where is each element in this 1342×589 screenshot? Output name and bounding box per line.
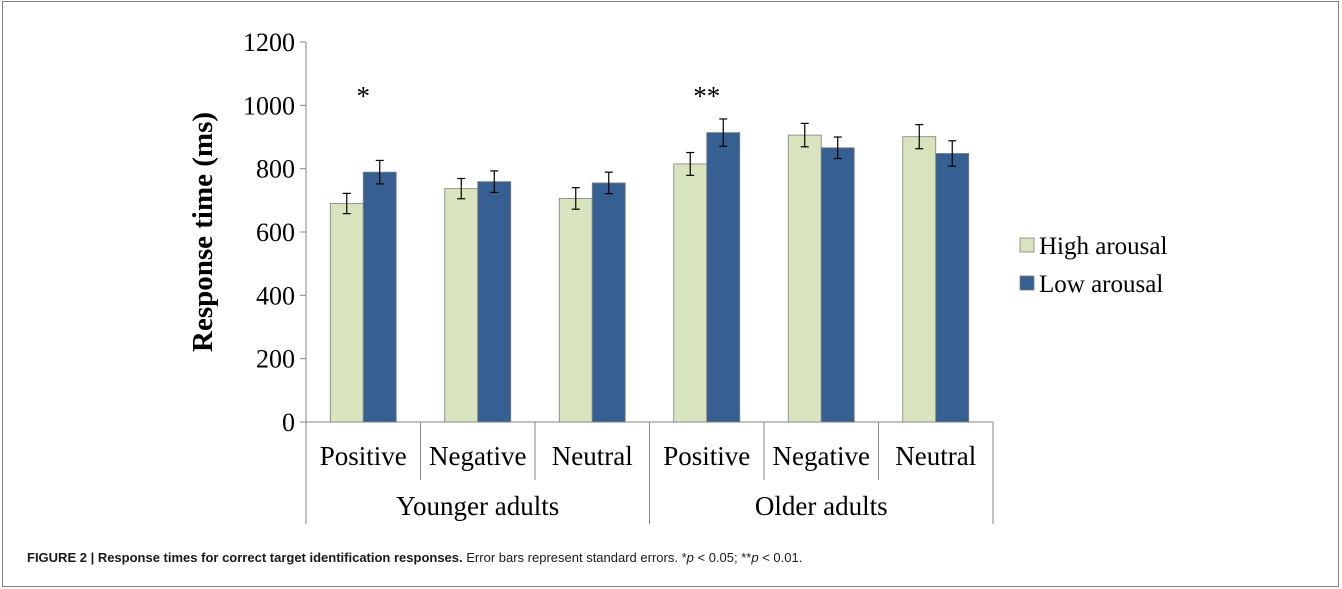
bar-low-arousal (477, 181, 512, 423)
bar-low-arousal (362, 171, 397, 423)
y-tick-label: 1000 (243, 91, 295, 120)
legend-swatch (1019, 275, 1035, 291)
bar-low-arousal (591, 182, 626, 423)
caption-sig1-rest: < 0.05; (693, 550, 742, 565)
y-tick-label: 0 (282, 408, 295, 437)
caption-sig2-rest: < 0.01. (758, 550, 803, 565)
x-group-label: Older adults (755, 491, 888, 521)
bar-low-arousal (935, 153, 970, 423)
y-tick-label: 400 (256, 281, 295, 310)
bar-low-arousal (706, 132, 741, 423)
significance-marker: ** (693, 81, 720, 111)
figure-caption: FIGURE 2 | Response times for correct ta… (27, 550, 1327, 565)
y-axis-title: Response time (ms) (187, 112, 219, 352)
x-group-label: Younger adults (396, 491, 559, 521)
x-category-label: Positive (320, 441, 407, 471)
legend-swatch (1019, 237, 1035, 253)
x-category-label: Neutral (895, 441, 976, 471)
y-tick-label: 200 (256, 345, 295, 374)
x-category-label: Negative (773, 441, 870, 471)
significance-marker: * (357, 81, 371, 111)
y-tick-label: 1200 (243, 28, 295, 57)
caption-sig1-var: p (686, 550, 694, 565)
bar-low-arousal (820, 147, 855, 423)
legend-label: High arousal (1039, 233, 1167, 260)
bar-high-arousal (558, 198, 593, 423)
legend-label: Low arousal (1039, 271, 1163, 298)
x-category-label: Negative (429, 441, 526, 471)
bar-high-arousal (444, 188, 479, 423)
bar-high-arousal (902, 136, 937, 423)
caption-label: FIGURE 2 | Response times for correct ta… (27, 550, 463, 565)
caption-text: Error bars represent standard errors. (466, 550, 682, 565)
caption-sig1-marker: * (681, 550, 687, 565)
bar-high-arousal (673, 163, 708, 423)
caption-sig2-var: p (751, 550, 759, 565)
y-tick-label: 800 (256, 155, 295, 184)
bar-high-arousal (329, 203, 364, 423)
bar-chart: 0 200 400 600 800 1000 1200 Response time (ms) P… (187, 28, 1167, 524)
y-tick-label: 600 (256, 218, 295, 247)
bar-high-arousal (787, 134, 822, 423)
caption-sig2-marker: ** (741, 550, 752, 565)
x-category-label: Positive (663, 441, 750, 471)
x-category-label: Neutral (552, 441, 633, 471)
